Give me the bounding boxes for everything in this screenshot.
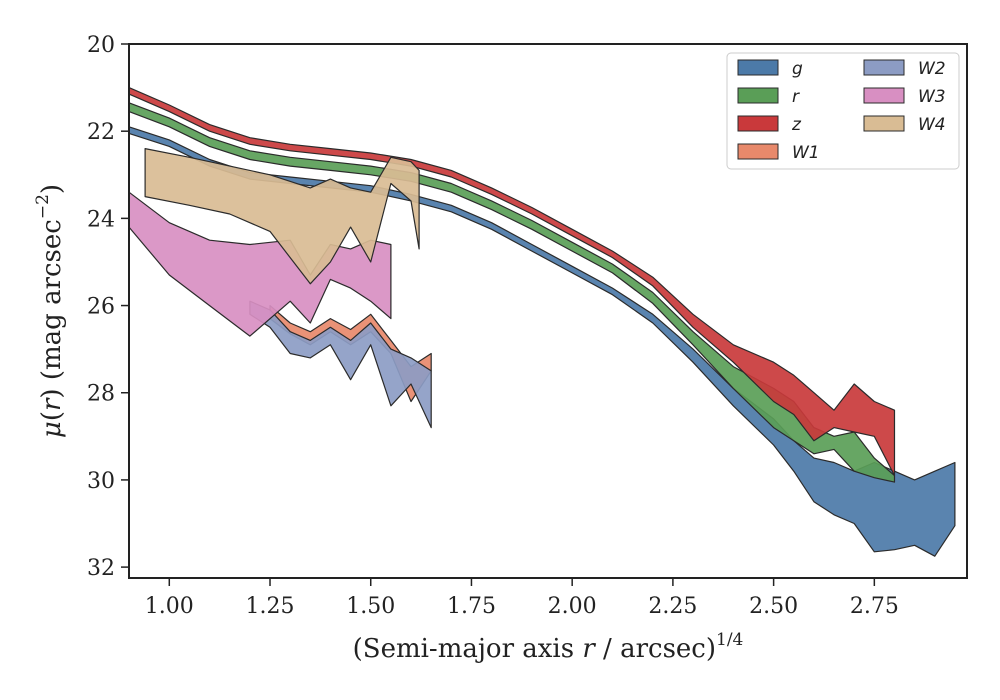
x-tick-label: 2.25 [648,594,697,619]
band-w2 [249,300,432,429]
legend-swatch-r [737,87,779,104]
y-axis-title-var: r [37,397,67,411]
legend-label-w2: W2 [918,59,946,79]
x-tick-label: 1.75 [447,594,496,619]
band-g [128,126,956,557]
x-tick-label: 2.00 [548,594,597,619]
legend-label-w3: W3 [918,87,946,107]
x-tick-label: 2.50 [749,594,798,619]
x-axis-title: (Semi-major axis r / arcsec)1/4 [353,630,744,664]
legend-swatch-g [737,59,779,76]
y-axis-ticks: 20 22 24 26 28 30 32 [87,33,129,581]
y-axis-title-close: ) [37,388,67,398]
data-bands [128,86,956,557]
x-axis-title-mid: / arcsec) [595,634,716,664]
legend-swatch-w3 [863,87,905,104]
y-axis-title-rest: (mag arcsec [37,219,67,388]
y-tick-label: 26 [87,295,115,320]
y-axis-title-open: ( [37,411,67,421]
y-tick-label: 20 [87,33,115,58]
x-axis-title-sup: 1/4 [716,630,743,650]
x-tick-label: 1.50 [346,594,395,619]
y-tick-label: 22 [87,120,115,145]
y-axis-title-sup: −2 [33,194,53,219]
x-axis-title-open: (Semi-major axis [353,634,583,664]
x-tick-label: 1.25 [246,594,295,619]
legend-swatch-z [737,115,779,132]
legend-label-r: r [792,87,800,107]
legend-label-z: z [791,115,802,135]
legend-swatch-w4 [863,115,905,132]
legend: grz W1 W2 W3 W4 [726,52,960,170]
plot-frame [128,43,968,579]
legend-label-w1: W1 [792,143,820,163]
y-axis-title: μ(r) (mag arcsec−2) [33,184,67,438]
band-w3 [128,191,392,337]
legend-label-g: g [792,59,803,79]
y-axis-title-end: ) [37,184,67,194]
band-w4 [144,148,420,285]
x-tick-label: 1.00 [145,594,194,619]
legend-box [726,52,960,170]
legend-swatch-w1 [737,143,779,160]
legend-swatch-w2 [863,59,905,76]
legend-label-w4: W4 [918,115,946,135]
y-tick-label: 32 [87,556,115,581]
y-tick-label: 30 [87,469,115,494]
y-tick-label: 28 [87,382,115,407]
y-tick-label: 24 [87,207,115,232]
y-axis-title-mu: μ [37,421,67,438]
x-axis-title-var: r [582,634,596,664]
x-axis-ticks: 1.00 1.25 1.50 1.75 2.00 2.25 2.50 2.75 [145,578,899,619]
x-tick-label: 2.75 [850,594,899,619]
